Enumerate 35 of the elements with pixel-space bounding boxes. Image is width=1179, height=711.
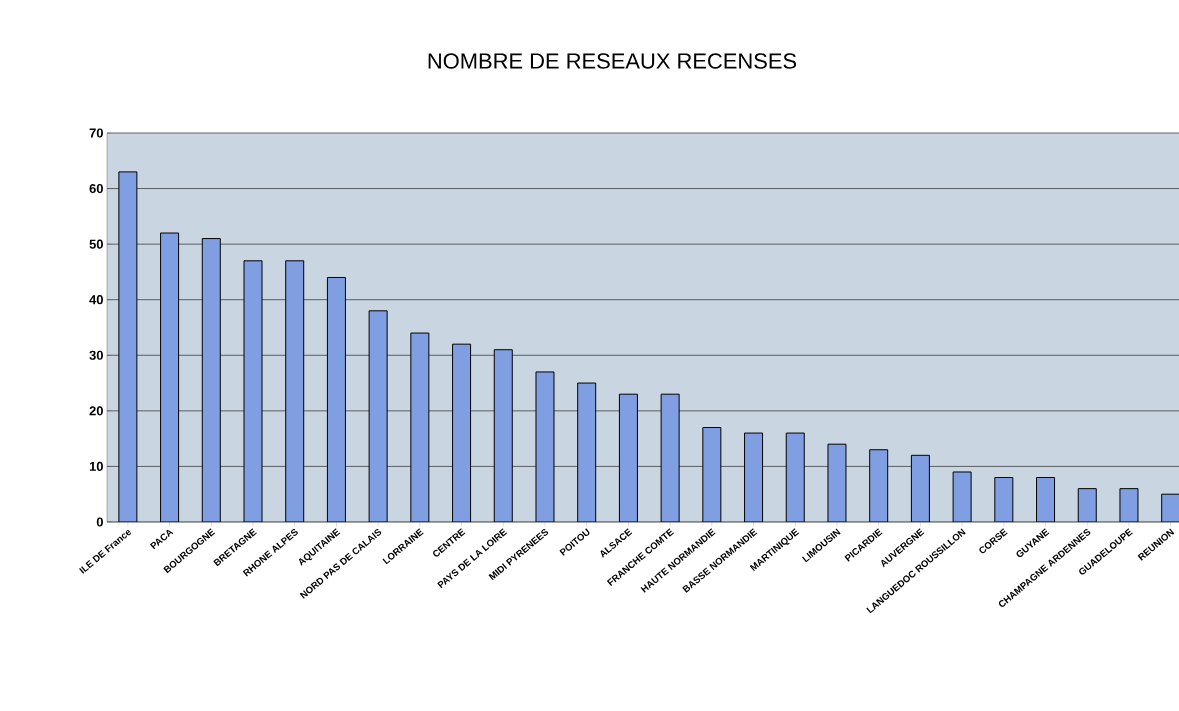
bar: [326, 276, 346, 522]
bar: [1036, 477, 1056, 522]
bar: [827, 443, 847, 522]
bar: [1119, 488, 1139, 522]
y-tick-label: 70: [89, 128, 103, 138]
y-tick-label: 30: [89, 350, 103, 360]
y-tick-label: 40: [89, 295, 103, 305]
bar: [618, 393, 638, 522]
y-tick-label: 0: [96, 517, 103, 527]
bar: [577, 382, 597, 522]
bar: [160, 232, 180, 522]
chart-title: NOMBRE DE RESEAUX RECENSES: [428, 53, 797, 69]
y-tick-label: 10: [89, 461, 103, 471]
y-tick-label: 20: [89, 406, 103, 416]
y-tick-label: 50: [89, 239, 103, 249]
bar: [910, 454, 930, 522]
bar: [493, 349, 513, 522]
bar: [201, 238, 221, 522]
bar: [952, 471, 972, 522]
bar: [994, 477, 1014, 522]
bar: [1161, 493, 1179, 522]
bar: [660, 393, 680, 522]
bar: [869, 449, 889, 522]
bar: [535, 371, 555, 522]
bar: [785, 432, 805, 522]
bar: [410, 332, 430, 522]
bar: [243, 260, 263, 522]
bar: [1077, 488, 1097, 522]
bar: [285, 260, 305, 522]
bar: [744, 432, 764, 522]
bar: [702, 427, 722, 522]
y-tick-label: 60: [89, 183, 103, 194]
bar: [368, 310, 388, 522]
bar: [118, 171, 138, 522]
bar: [452, 343, 472, 522]
